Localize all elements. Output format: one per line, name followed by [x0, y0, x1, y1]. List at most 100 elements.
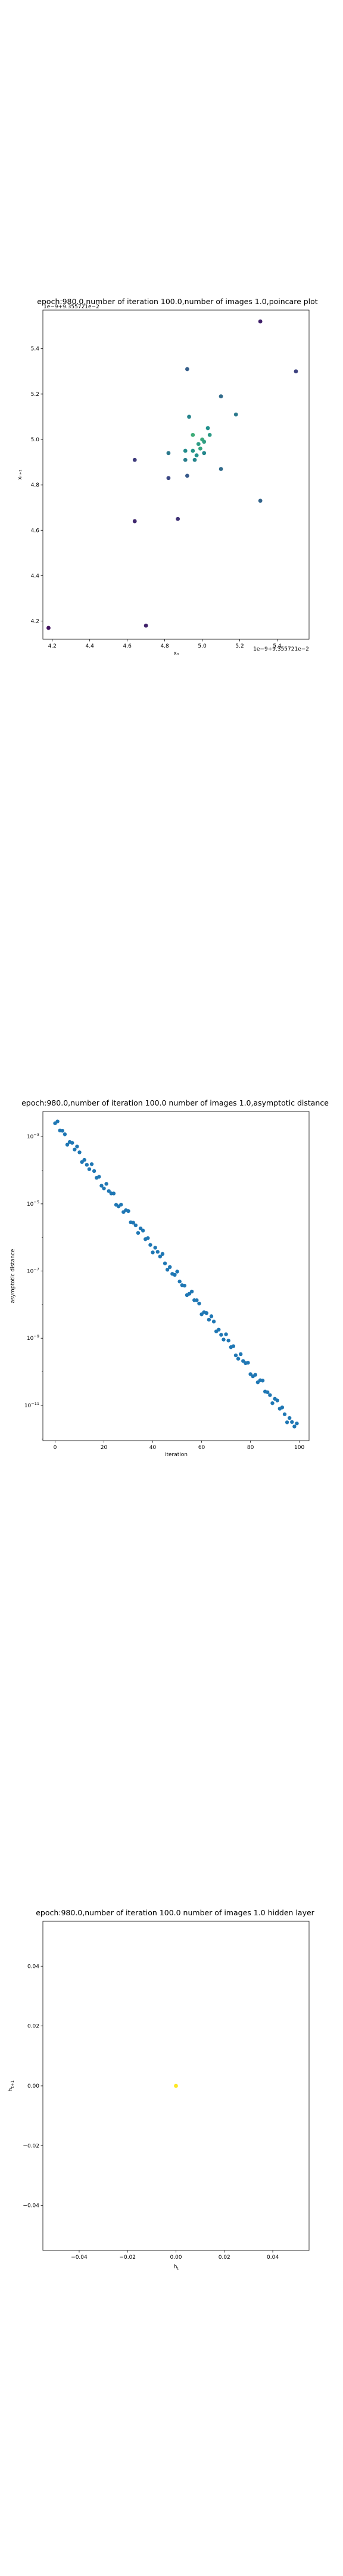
poincare-point [183, 448, 188, 453]
poincare-point [258, 499, 263, 503]
asymptotic-point [63, 1132, 67, 1137]
asymptotic-point [211, 1320, 216, 1324]
asymptotic-point [148, 1243, 152, 1247]
asymptotic-point [133, 1223, 138, 1228]
asymptotic-figure: epoch:980.0,number of iteration 100.0 nu… [0, 1098, 343, 1468]
asymptotic-point [224, 1332, 228, 1336]
asymptotic-point [290, 1420, 294, 1424]
asymptotic-y-tick-label: 10−9 [27, 1334, 39, 1342]
asymptotic-point [270, 1401, 275, 1405]
poincare-point [192, 457, 197, 462]
poincare-point [198, 446, 202, 451]
asymptotic-point [160, 1252, 165, 1256]
asymptotic-point [107, 1189, 111, 1193]
asymptotic-point [275, 1398, 279, 1402]
asymptotic-point [268, 1393, 272, 1397]
asymptotic-y-tick-exponent: −3 [33, 1132, 39, 1137]
asymptotic-x-tick-label: 80 [247, 1445, 254, 1451]
poincare-point [191, 448, 195, 453]
asymptotic-point [282, 1412, 287, 1416]
poincare-point [176, 516, 180, 521]
poincare-point [219, 394, 223, 399]
asymptotic-point [158, 1255, 163, 1259]
hidden-layer-title: epoch:980.0,number of iteration 100.0 nu… [36, 1908, 314, 1917]
asymptotic-point [165, 1268, 170, 1272]
asymptotic-title: epoch:980.0,number of iteration 100.0 nu… [21, 1098, 329, 1107]
poincare-point [233, 412, 238, 417]
poincare-figure: epoch:980.0,number of iteration 100.0,nu… [0, 298, 343, 656]
asymptotic-point [119, 1203, 123, 1207]
asymptotic-point [175, 1270, 179, 1274]
asymptotic-point [209, 1314, 214, 1318]
asymptotic-y-axis-label: asymptotic distance [10, 1249, 16, 1303]
hidden-layer-y-tick-label: 0.00 [27, 2083, 39, 2089]
asymptotic-point [87, 1167, 92, 1171]
poincare-y-axis-label: xₙ₊₁ [17, 469, 23, 480]
hidden-layer-point [174, 2083, 178, 2088]
asymptotic-point [260, 1379, 265, 1383]
asymptotic-point [138, 1226, 143, 1231]
poincare-point [194, 453, 199, 458]
asymptotic-point [236, 1357, 241, 1361]
asymptotic-point [89, 1162, 94, 1166]
hidden-layer-y-tick-label: 0.04 [27, 1964, 39, 1970]
poincare-y-tick-label: 4.8 [31, 482, 40, 488]
asymptotic-point [173, 1272, 177, 1277]
poincare-x-tick-label: 5.0 [198, 643, 207, 649]
poincare-point [205, 426, 210, 431]
poincare-x-tick-label: 4.2 [48, 643, 57, 649]
hidden-layer-y-axis-label-sub: t+1 [10, 2080, 15, 2088]
hidden-layer-x-tick-label: −0.02 [119, 2255, 136, 2261]
poincare-point [258, 319, 263, 324]
asymptotic-x-tick-label: 40 [149, 1445, 157, 1451]
poincare-point [132, 457, 137, 462]
asymptotic-point [111, 1191, 116, 1196]
poincare-x-tick-label: 5.2 [235, 643, 244, 649]
asymptotic-point [155, 1250, 160, 1254]
hidden-layer-x-axis-label-sub: t [177, 2267, 179, 2271]
hidden-layer-figure: epoch:980.0,number of iteration 100.0 nu… [0, 1908, 343, 2278]
asymptotic-point [141, 1228, 145, 1233]
poincare-point [46, 626, 51, 630]
hidden-layer-y-tick-label: −0.04 [23, 2203, 39, 2209]
poincare-point [219, 467, 223, 471]
poincare-point [144, 623, 148, 628]
poincare-point [185, 367, 189, 371]
asymptotic-point [126, 1209, 130, 1213]
asymptotic-x-tick-label: 60 [198, 1445, 205, 1451]
asymptotic-point [248, 1372, 252, 1376]
poincare-y-tick-label: 4.4 [31, 573, 40, 579]
poincare-title: epoch:980.0,number of iteration 100.0,nu… [37, 298, 318, 306]
poincare-point [166, 476, 171, 481]
poincare-point [183, 457, 188, 462]
poincare-point [191, 432, 195, 437]
hidden-layer-x-axis-label: ht [174, 2264, 179, 2271]
poincare-point [202, 439, 207, 444]
poincare-x-tick-label: 5.4 [273, 643, 282, 649]
asymptotic-point [187, 1292, 192, 1296]
poincare-x-axis-label: xₙ [174, 651, 179, 656]
asymptotic-point [60, 1129, 65, 1133]
asymptotic-x-tick-label: 100 [294, 1445, 304, 1451]
hidden-layer-x-tick-label: 0.00 [170, 2255, 182, 2261]
asymptotic-chart: epoch:980.0,number of iteration 100.0 nu… [10, 1098, 329, 1458]
asymptotic-point [295, 1421, 299, 1426]
asymptotic-point [238, 1352, 243, 1357]
asymptotic-point [99, 1184, 104, 1188]
asymptotic-axes-frame [42, 1111, 310, 1441]
asymptotic-point [102, 1186, 106, 1191]
asymptotic-point [246, 1361, 250, 1365]
asymptotic-point [168, 1265, 172, 1270]
poincare-x-tick-label: 4.8 [160, 643, 169, 649]
asymptotic-point [92, 1169, 96, 1174]
asymptotic-point [231, 1344, 236, 1348]
asymptotic-point [104, 1182, 108, 1186]
asymptotic-point [163, 1261, 167, 1265]
hidden-layer-y-tick-label: −0.02 [23, 2143, 39, 2149]
asymptotic-point [136, 1231, 141, 1235]
asymptotic-point [219, 1333, 223, 1337]
asymptotic-point [217, 1327, 221, 1332]
poincare-point [185, 473, 189, 478]
asymptotic-point [280, 1405, 285, 1410]
asymptotic-point [73, 1147, 77, 1151]
